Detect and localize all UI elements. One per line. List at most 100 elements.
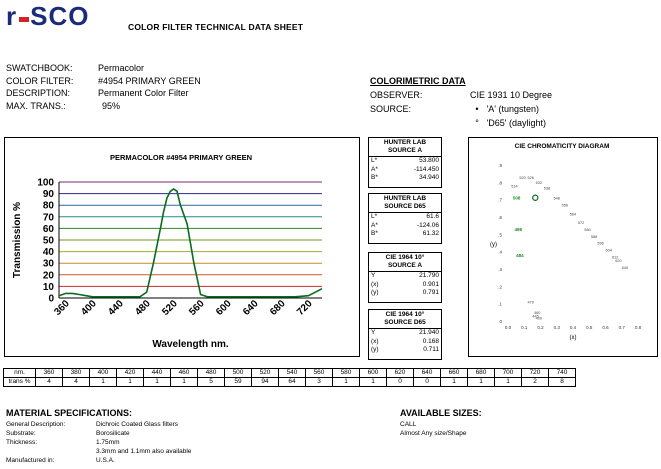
cie-diagram-panel	[468, 137, 658, 357]
table-cell-nm: 640	[413, 368, 441, 378]
cie-x-tick: 0.3	[554, 325, 561, 330]
max-trans-label: MAX. TRANS.:	[6, 100, 66, 111]
x-tick-label: 400	[79, 298, 99, 318]
row-value: 0.791	[422, 289, 439, 296]
cie-y-tick: .6	[498, 215, 502, 220]
table-cell-nm: 480	[197, 368, 225, 378]
colorimetric-title: COLORIMETRIC DATA	[370, 76, 466, 86]
cie-locus-label: 612	[612, 256, 618, 260]
y-tick-label: 40	[43, 247, 55, 258]
cie-diagram-title: CIE CHROMATICITY DIAGRAM	[514, 143, 610, 150]
row-value: 0.711	[423, 346, 439, 353]
hunter-a-row: B* 34.940	[369, 174, 441, 183]
table-cell-nm: 380	[62, 368, 90, 378]
cie-y-tick: 0	[499, 319, 502, 324]
table-row-nm: nm. 360 380 400 420 440 460 480 500 520 540 560 580…	[3, 368, 576, 378]
cie-locus-label: 445	[532, 315, 538, 319]
spec-value: Borosilicate	[96, 430, 130, 437]
cie-x-axis-label: (x)	[570, 335, 577, 341]
y-tick-label: 70	[43, 212, 55, 223]
hunter-lab-source-d65-box: HUNTER LAB SOURCE D65 L* 61.6 A* -124.06 B*…	[368, 193, 442, 244]
table-cell-trans: 64	[278, 377, 306, 387]
cie-d65-title-1: CIE 1964 10°	[385, 311, 425, 318]
cie-locus-label: 596	[597, 242, 603, 246]
x-axis-label: Wavelength nm.	[152, 339, 229, 350]
cie-marker-label: 498	[515, 227, 523, 232]
row-value: 21.790	[419, 272, 439, 279]
cie-d65-title-2: SOURCE D65	[384, 319, 426, 326]
cie-locus-label: 526	[528, 176, 534, 180]
spec-label: Thickness:	[6, 439, 38, 446]
cie-y-tick: .7	[498, 198, 502, 203]
row-value: 61.6	[426, 213, 439, 220]
row-key: L*	[371, 213, 378, 220]
table-cell-trans: 59	[224, 377, 252, 387]
table-cell-nm: 680	[467, 368, 495, 378]
cie-locus-label: 604	[606, 249, 612, 253]
y-tick-label: 20	[43, 270, 55, 281]
spec-value: 3.3mm and 1.1mm also available	[96, 448, 192, 455]
cie-y-tick: .8	[498, 180, 502, 185]
description-label: DESCRIPTION:	[6, 88, 71, 98]
cie-y-tick: .9	[498, 163, 502, 168]
row-key: L*	[371, 157, 378, 164]
row-value: 61.32	[422, 230, 439, 237]
logo-text-left: r	[6, 1, 18, 31]
hunter-a-title-2: SOURCE A	[387, 147, 423, 154]
source-d65-row: ° 'D65' (daylight)	[470, 116, 552, 130]
cie-x-tick: 0.7	[619, 325, 626, 330]
cie-locus-label: 640	[622, 266, 628, 270]
table-row-trans: trans % 4 4 1 1 1 1 5 59 94 64 3 1 1 0 0 1 1 1 2 8	[3, 377, 576, 387]
y-tick-label: 100	[37, 178, 54, 189]
cie-a-row: (y) 0.791	[369, 289, 441, 298]
swatchbook-value: Permacolor	[98, 63, 145, 73]
cie-marker-label: 508	[513, 196, 521, 201]
cie-locus-label: 400	[536, 316, 542, 320]
colorimetric-values: CIE 1931 10 Degree • 'A' (tungsten) ° 'D…	[470, 88, 552, 130]
x-tick-label: 720	[295, 298, 315, 318]
rosco-logo: r SCO	[6, 1, 122, 31]
spec-value: 1.75mm	[96, 439, 120, 446]
table-cell-trans: 0	[413, 377, 441, 387]
y-tick-label: 90	[43, 189, 55, 200]
cie-locus-label: 520	[519, 176, 525, 180]
cie-x-tick: 0.2	[537, 325, 544, 330]
table-cell-nm: 560	[305, 368, 333, 378]
table-cell-trans: 1	[467, 377, 495, 387]
cie-locus-label: 548	[554, 197, 560, 201]
y-tick-label: 10	[43, 282, 55, 293]
hunter-a-title: HUNTER LAB SOURCE A	[369, 138, 441, 157]
cie-x-tick: 0.6	[602, 325, 609, 330]
table-cell-nm: 720	[521, 368, 549, 378]
cie-x-tick: 0.1	[521, 325, 528, 330]
cie-a-title-1: CIE 1964 10°	[385, 254, 425, 261]
table-cell-nm: 540	[278, 368, 306, 378]
bullet-circle-icon: °	[475, 118, 479, 128]
cie-locus-label: 588	[591, 235, 597, 239]
x-tick-label: 680	[268, 298, 288, 318]
hunter-lab-source-a-box: HUNTER LAB SOURCE A L* 53.800 A* -114.450 B…	[368, 137, 442, 188]
spec-label: General Description:	[6, 421, 66, 428]
table-cell-nm: 360	[35, 368, 63, 378]
x-tick-label: 600	[214, 298, 234, 318]
x-tick-label: 520	[160, 298, 180, 318]
swatchbook-label: SWATCHBOOK:	[6, 63, 73, 73]
hunter-a-title-1: HUNTER LAB	[383, 139, 427, 146]
row-key: (y)	[371, 289, 379, 296]
hunter-a-row: A* -114.450	[369, 166, 441, 175]
color-filter-label: COLOR FILTER:	[6, 75, 74, 86]
table-cell-trans: 1	[170, 377, 198, 387]
cie-d65-title: CIE 1964 10° SOURCE D65	[369, 310, 441, 329]
row-value: -114.450	[413, 165, 439, 173]
colorimetric-labels: OBSERVER: SOURCE:	[370, 88, 422, 116]
cie-a-title: CIE 1964 10° SOURCE A	[369, 253, 441, 272]
cie-locus-label: 564	[570, 212, 576, 216]
y-tick-label: 80	[43, 201, 55, 212]
cie-locus-label: 532	[536, 181, 542, 185]
chart-title: PERMACOLOR #4954 PRIMARY GREEN	[109, 153, 253, 162]
source-label: SOURCE:	[370, 104, 412, 114]
table-cell-trans: 8	[548, 377, 576, 387]
table-cell-nm: 600	[359, 368, 387, 378]
table-cell-nm: 660	[440, 368, 468, 378]
